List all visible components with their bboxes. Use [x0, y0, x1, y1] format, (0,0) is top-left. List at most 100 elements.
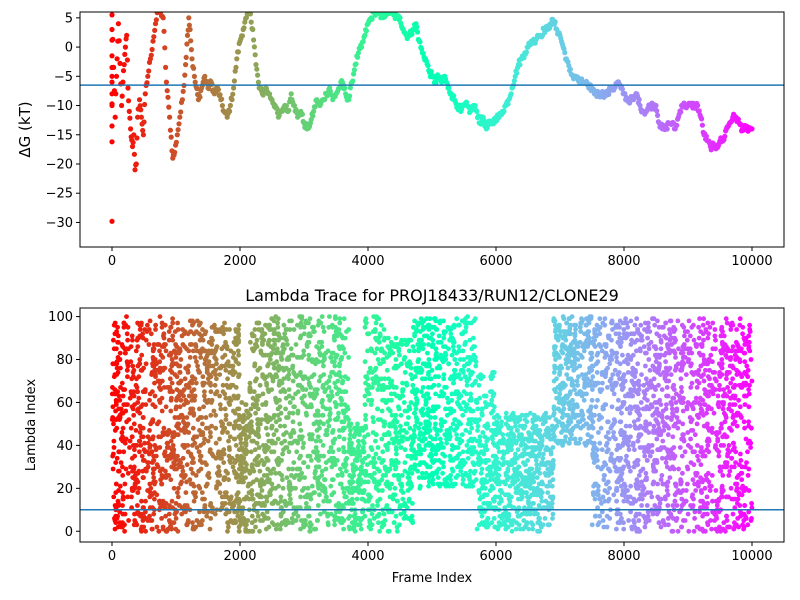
lambda-point — [205, 438, 211, 444]
lambda-point — [290, 395, 296, 401]
lambda-point — [157, 445, 163, 450]
lambda-point — [558, 387, 563, 392]
lambda-point — [371, 455, 376, 461]
lambda-point — [475, 406, 481, 412]
lambda-point — [258, 348, 264, 354]
lambda-point — [375, 357, 381, 362]
lambda-point — [375, 378, 381, 384]
lambda-point — [164, 528, 170, 534]
lambda-point — [414, 417, 420, 422]
lambda-point — [474, 400, 480, 405]
lambda-point — [272, 337, 278, 343]
lambda-point — [124, 331, 130, 337]
lambda-point — [520, 475, 525, 480]
lambda-point — [542, 412, 547, 418]
lambda-point — [362, 455, 368, 461]
lambda-point — [192, 355, 198, 360]
lambda-point — [333, 503, 339, 508]
lambda-point — [482, 477, 488, 483]
lambda-point — [180, 468, 186, 474]
lambda-point — [337, 363, 342, 369]
lambda-point — [556, 400, 562, 405]
lambda-point — [375, 387, 381, 392]
lambda-point — [430, 331, 435, 337]
lambda-point — [190, 318, 195, 324]
lambda-point — [162, 451, 167, 457]
lambda-point — [151, 475, 157, 480]
lambda-point — [463, 408, 468, 414]
lambda-point — [548, 436, 553, 442]
dg-point — [126, 108, 132, 114]
dg-point — [109, 139, 115, 145]
lambda-point — [298, 436, 304, 442]
lambda-point — [376, 339, 382, 345]
lambda-point — [418, 365, 423, 371]
lambda-point — [457, 322, 462, 328]
lambda-point — [231, 350, 237, 356]
lambda-point — [303, 387, 309, 392]
lambda-point — [420, 406, 426, 412]
lambda-point — [352, 451, 358, 457]
lambda-point — [187, 380, 193, 386]
lambda-point — [449, 481, 455, 487]
lambda-point — [319, 468, 325, 474]
lambda-point — [551, 316, 557, 322]
lambda-point — [148, 518, 153, 523]
lambda-point — [201, 404, 207, 410]
dg-point — [255, 79, 261, 85]
lambda-point — [545, 425, 551, 431]
lambda-point — [200, 374, 206, 380]
lambda-point — [433, 391, 438, 397]
lambda-point — [252, 346, 257, 352]
lambda-point — [479, 412, 485, 418]
lambda-point — [538, 462, 544, 468]
lambda-point — [250, 479, 256, 485]
lambda-point — [171, 451, 176, 457]
lambda-point — [550, 445, 556, 450]
dg-point — [419, 46, 425, 52]
dg-point — [111, 64, 117, 70]
lambda-point — [320, 359, 325, 365]
dg-point — [191, 65, 197, 71]
lambda-point — [377, 528, 382, 534]
lambda-point — [230, 382, 236, 388]
lambda-point — [217, 402, 223, 407]
lambda-point — [443, 483, 449, 489]
lambda-point — [153, 327, 158, 332]
lambda-point — [494, 464, 500, 470]
lambda-point — [120, 473, 126, 478]
lambda-point — [320, 443, 326, 448]
lambda-point — [167, 376, 173, 382]
lambda-point — [500, 462, 506, 468]
lambda-point — [137, 357, 143, 362]
lambda-point — [530, 501, 536, 506]
lambda-point — [337, 428, 342, 433]
dg-point — [112, 114, 118, 120]
lambda-point — [373, 365, 379, 371]
dg-point — [167, 114, 173, 120]
lambda-point — [485, 421, 490, 427]
lambda-point — [146, 342, 152, 347]
lambda-point — [305, 339, 311, 345]
lambda-point — [321, 498, 327, 504]
lambda-point — [375, 417, 381, 422]
lambda-point — [202, 389, 207, 395]
lambda-point — [324, 380, 329, 386]
lambda-point — [363, 498, 368, 504]
lambda-point — [127, 445, 132, 450]
lambda-point — [398, 423, 403, 429]
lambda-point — [342, 449, 347, 455]
dg-point — [109, 79, 115, 85]
lambda-point — [202, 397, 208, 403]
lambda-point — [218, 365, 224, 371]
lambda-point — [535, 492, 540, 498]
dg-point — [622, 91, 628, 97]
lambda-point — [217, 490, 223, 495]
lambda-point — [419, 438, 425, 444]
lambda-point — [332, 522, 337, 528]
lambda-point — [180, 342, 186, 347]
lambda-point — [122, 481, 128, 487]
lambda-point — [302, 331, 307, 337]
lambda-point — [271, 365, 277, 371]
lambda-point — [393, 513, 399, 519]
